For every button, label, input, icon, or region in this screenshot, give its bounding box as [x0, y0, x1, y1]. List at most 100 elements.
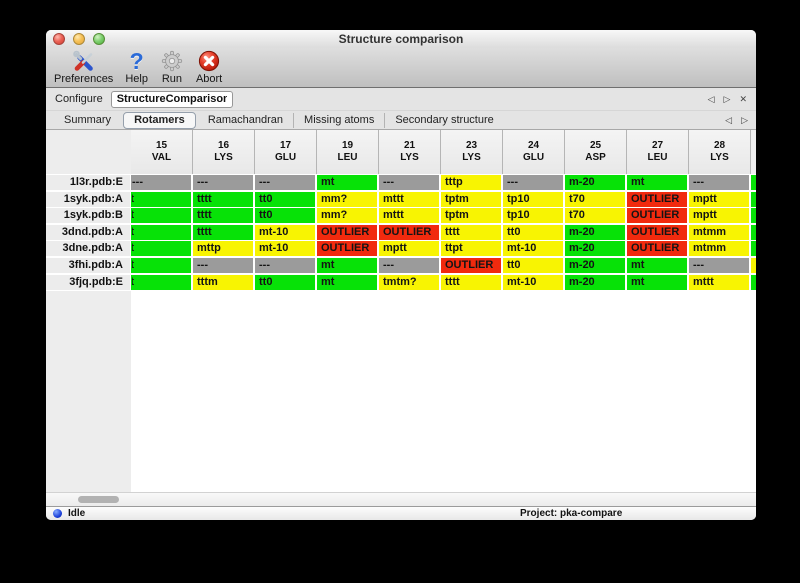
- rotamer-cell[interactable]: tttt: [441, 274, 501, 290]
- tabs-prev-button[interactable]: ◁: [725, 114, 733, 125]
- rotamer-cell[interactable]: tttm: [193, 274, 253, 290]
- close-window-button[interactable]: [53, 33, 65, 45]
- column-header-17[interactable]: 17 GLU: [255, 130, 317, 174]
- rotamer-cell[interactable]: OUTLIER: [627, 191, 687, 207]
- row-label[interactable]: 3dnd.pdb:A: [46, 224, 130, 240]
- preferences-button[interactable]: Preferences: [52, 49, 115, 87]
- rotamer-cell[interactable]: t70: [565, 191, 625, 207]
- rotamer-cell[interactable]: mptt: [379, 241, 439, 257]
- rotamer-cell[interactable]: mm?: [317, 191, 377, 207]
- rotamer-cell[interactable]: tp10: [503, 191, 563, 207]
- rotamer-cell[interactable]: mt: [627, 175, 687, 190]
- rotamer-cell[interactable]: tt0: [503, 257, 563, 273]
- rotamer-cell[interactable]: ---: [255, 257, 315, 273]
- rotamer-cell[interactable]: ---: [689, 175, 749, 190]
- config-next-button[interactable]: ▷: [723, 93, 731, 104]
- rotamer-cell[interactable]: m-20: [565, 224, 625, 240]
- tab-rotamers[interactable]: Rotamers: [123, 111, 196, 129]
- rotamer-cell[interactable]: t: [131, 274, 191, 290]
- zoom-window-button[interactable]: [93, 33, 105, 45]
- column-header-24[interactable]: 24 GLU: [503, 130, 565, 174]
- rotamer-cell[interactable]: mt-10: [255, 241, 315, 257]
- rotamer-cell[interactable]: tptm: [441, 191, 501, 207]
- config-prev-button[interactable]: ◁: [707, 93, 715, 104]
- row-label[interactable]: 1syk.pdb:B: [46, 208, 130, 224]
- rotamer-cell[interactable]: mttt: [379, 208, 439, 224]
- rotamer-cell[interactable]: ---: [689, 257, 749, 273]
- rotamer-cell[interactable]: OUTLIER: [627, 208, 687, 224]
- config-close-button[interactable]: ✕: [739, 93, 747, 104]
- rotamer-cell[interactable]: t: [131, 257, 191, 273]
- rotamer-cell[interactable]: mttt: [689, 274, 749, 290]
- rotamer-cell[interactable]: t70: [565, 208, 625, 224]
- rotamer-cell[interactable]: m-20: [565, 241, 625, 257]
- rotamer-cell[interactable]: ---: [193, 175, 253, 190]
- rotamer-cell[interactable]: tt0: [255, 191, 315, 207]
- horizontal-scrollbar[interactable]: [46, 492, 756, 506]
- rotamer-cell[interactable]: mt: [627, 257, 687, 273]
- row-label[interactable]: 1syk.pdb:A: [46, 191, 130, 207]
- rotamer-cell[interactable]: ---: [379, 257, 439, 273]
- rotamer-cell[interactable]: t: [131, 191, 191, 207]
- tab-ramachandran[interactable]: Ramachandran: [207, 113, 284, 126]
- rotamer-cell[interactable]: OUTLIER: [441, 257, 501, 273]
- rotamer-cell[interactable]: mtmm: [689, 241, 749, 257]
- tab-summary[interactable]: Summary: [64, 113, 112, 126]
- tab-missing-atoms[interactable]: Missing atoms: [293, 112, 384, 128]
- rotamer-cell[interactable]: t: [131, 208, 191, 224]
- rotamer-cell[interactable]: mptt: [689, 191, 749, 207]
- rotamer-cell[interactable]: m-20: [565, 257, 625, 273]
- rotamer-cell[interactable]: ---: [503, 175, 563, 190]
- rotamer-cell[interactable]: mtmm: [689, 224, 749, 240]
- rotamer-cell[interactable]: mt-10: [255, 224, 315, 240]
- rotamer-cell[interactable]: tp10: [503, 208, 563, 224]
- row-label[interactable]: 1l3r.pdb:E: [46, 175, 130, 190]
- minimize-window-button[interactable]: [73, 33, 85, 45]
- rotamer-cell[interactable]: m-20: [565, 175, 625, 190]
- rotamer-cell[interactable]: ttpt: [441, 241, 501, 257]
- column-header-21[interactable]: 21 LYS: [379, 130, 441, 174]
- rotamer-cell[interactable]: tptm: [441, 208, 501, 224]
- tab-secondary-structure[interactable]: Secondary structure: [384, 112, 503, 128]
- scrollbar-thumb[interactable]: [78, 496, 119, 503]
- rotamer-cell[interactable]: tttt: [193, 191, 253, 207]
- column-header-16[interactable]: 16 LYS: [193, 130, 255, 174]
- rotamer-cell[interactable]: OUTLIER: [379, 224, 439, 240]
- configuration-name-input[interactable]: [110, 90, 233, 108]
- rotamer-cell[interactable]: t: [131, 241, 191, 257]
- rotamer-cell[interactable]: mt-10: [503, 274, 563, 290]
- rotamer-cell[interactable]: tt0: [255, 208, 315, 224]
- rotamer-cell[interactable]: tt0: [255, 274, 315, 290]
- rotamer-cell[interactable]: tttp: [441, 175, 501, 190]
- rotamer-cell[interactable]: tttt: [193, 208, 253, 224]
- abort-button[interactable]: Abort: [194, 49, 224, 87]
- rotamer-cell[interactable]: mttp: [193, 241, 253, 257]
- rotamer-cell[interactable]: tttt: [441, 224, 501, 240]
- column-header-28[interactable]: 28 LYS: [689, 130, 751, 174]
- rotamer-cell[interactable]: mt: [317, 257, 377, 273]
- rotamer-cell[interactable]: mptt: [689, 208, 749, 224]
- rotamer-cell[interactable]: tmtm?: [379, 274, 439, 290]
- rotamer-cell[interactable]: mt: [317, 175, 377, 190]
- column-header-23[interactable]: 23 LYS: [441, 130, 503, 174]
- rotamer-cell[interactable]: tt0: [503, 224, 563, 240]
- rotamer-cell[interactable]: mt: [627, 274, 687, 290]
- column-header-27[interactable]: 27 LEU: [627, 130, 689, 174]
- rotamer-cell[interactable]: ---: [193, 257, 253, 273]
- column-header-15[interactable]: 15 VAL: [131, 130, 193, 174]
- rotamer-cell[interactable]: mt: [317, 274, 377, 290]
- rotamer-cell[interactable]: mttt: [379, 191, 439, 207]
- rotamer-cell[interactable]: OUTLIER: [627, 241, 687, 257]
- rotamer-cell[interactable]: ---: [131, 175, 191, 190]
- run-button[interactable]: Run: [158, 49, 186, 87]
- row-label[interactable]: 3fhi.pdb:A: [46, 257, 130, 273]
- rotamer-cell[interactable]: OUTLIER: [317, 241, 377, 257]
- rotamer-cell[interactable]: ---: [379, 175, 439, 190]
- title-bar[interactable]: Structure comparison: [46, 30, 756, 48]
- row-label[interactable]: 3fjq.pdb:E: [46, 274, 130, 290]
- row-label[interactable]: 3dne.pdb:A: [46, 241, 130, 257]
- rotamer-cell[interactable]: tttt: [193, 224, 253, 240]
- rotamer-cell[interactable]: t: [131, 224, 191, 240]
- rotamer-cell[interactable]: ---: [255, 175, 315, 190]
- rotamer-cell[interactable]: OUTLIER: [317, 224, 377, 240]
